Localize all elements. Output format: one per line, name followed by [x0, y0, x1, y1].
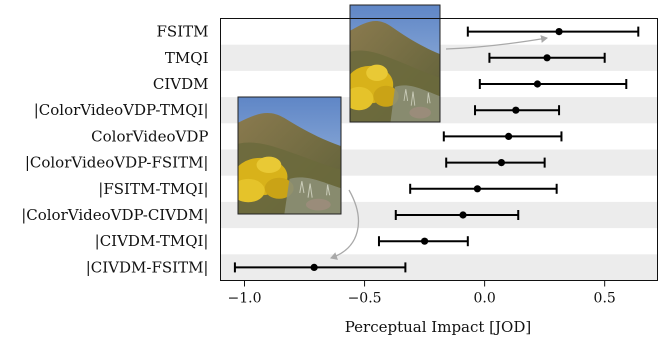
point-marker: [505, 132, 513, 140]
point-marker: [512, 106, 520, 114]
category-label: ColorVideoVDP: [91, 127, 208, 145]
arrow-to-civdm-fsitm: [330, 189, 360, 260]
data-point-row: [377, 236, 469, 247]
lower-left-example-image: [238, 97, 341, 214]
category-label: FSITM: [157, 23, 209, 41]
point-marker: [543, 54, 551, 62]
inset-image-bottom: [237, 96, 342, 215]
category-label: |ColorVideoVDP-CIVDM|: [21, 206, 208, 224]
category-labels: FSITM TMQI CIVDM |ColorVideoVDP-TMQI| ColorV…: [21, 23, 208, 277]
x-tick-label: 0.0: [473, 291, 495, 307]
point-marker: [459, 211, 467, 219]
category-label: |CIVDM-FSITM|: [86, 258, 209, 276]
point-marker: [420, 237, 429, 245]
category-label: |ColorVideoVDP-TMQI|: [34, 101, 209, 119]
data-point-row: [409, 183, 558, 194]
upper-right-example-image: [350, 5, 440, 122]
category-label: |FSITM-TMQI|: [98, 180, 208, 198]
data-point-row: [442, 131, 563, 142]
x-tick-label: 0.5: [594, 291, 616, 307]
point-marker: [555, 28, 563, 36]
point-marker: [310, 263, 318, 271]
x-tick-label: −0.5: [348, 291, 382, 307]
data-point-row: [478, 79, 628, 89]
category-label: TMQI: [165, 49, 209, 67]
data-point-row: [394, 210, 520, 220]
point-marker: [497, 159, 506, 167]
category-label: |ColorVideoVDP-FSITM|: [25, 154, 209, 172]
inset-image-top: [349, 4, 441, 123]
arrow-to-fsitm: [445, 35, 548, 50]
upper-right-image-frame: [349, 4, 441, 123]
category-label: CIVDM: [153, 75, 209, 93]
x-axis-title: Perceptual Impact [JOD]: [345, 318, 531, 336]
x-axis: −1.0 −0.5 0.0 0.5: [228, 280, 616, 307]
data-point-row: [445, 157, 546, 168]
data-point-row: [233, 262, 407, 273]
data-point-row: [466, 26, 640, 37]
data-points: [233, 26, 640, 273]
data-point-row: [474, 105, 561, 116]
lower-left-image-frame: [237, 96, 342, 215]
x-tick-label: −1.0: [228, 291, 262, 307]
data-point-row: [488, 52, 606, 63]
point-marker: [533, 80, 542, 88]
point-marker: [473, 185, 482, 193]
plot-frame: [220, 18, 658, 281]
category-label: |CIVDM-TMQI|: [95, 232, 209, 250]
